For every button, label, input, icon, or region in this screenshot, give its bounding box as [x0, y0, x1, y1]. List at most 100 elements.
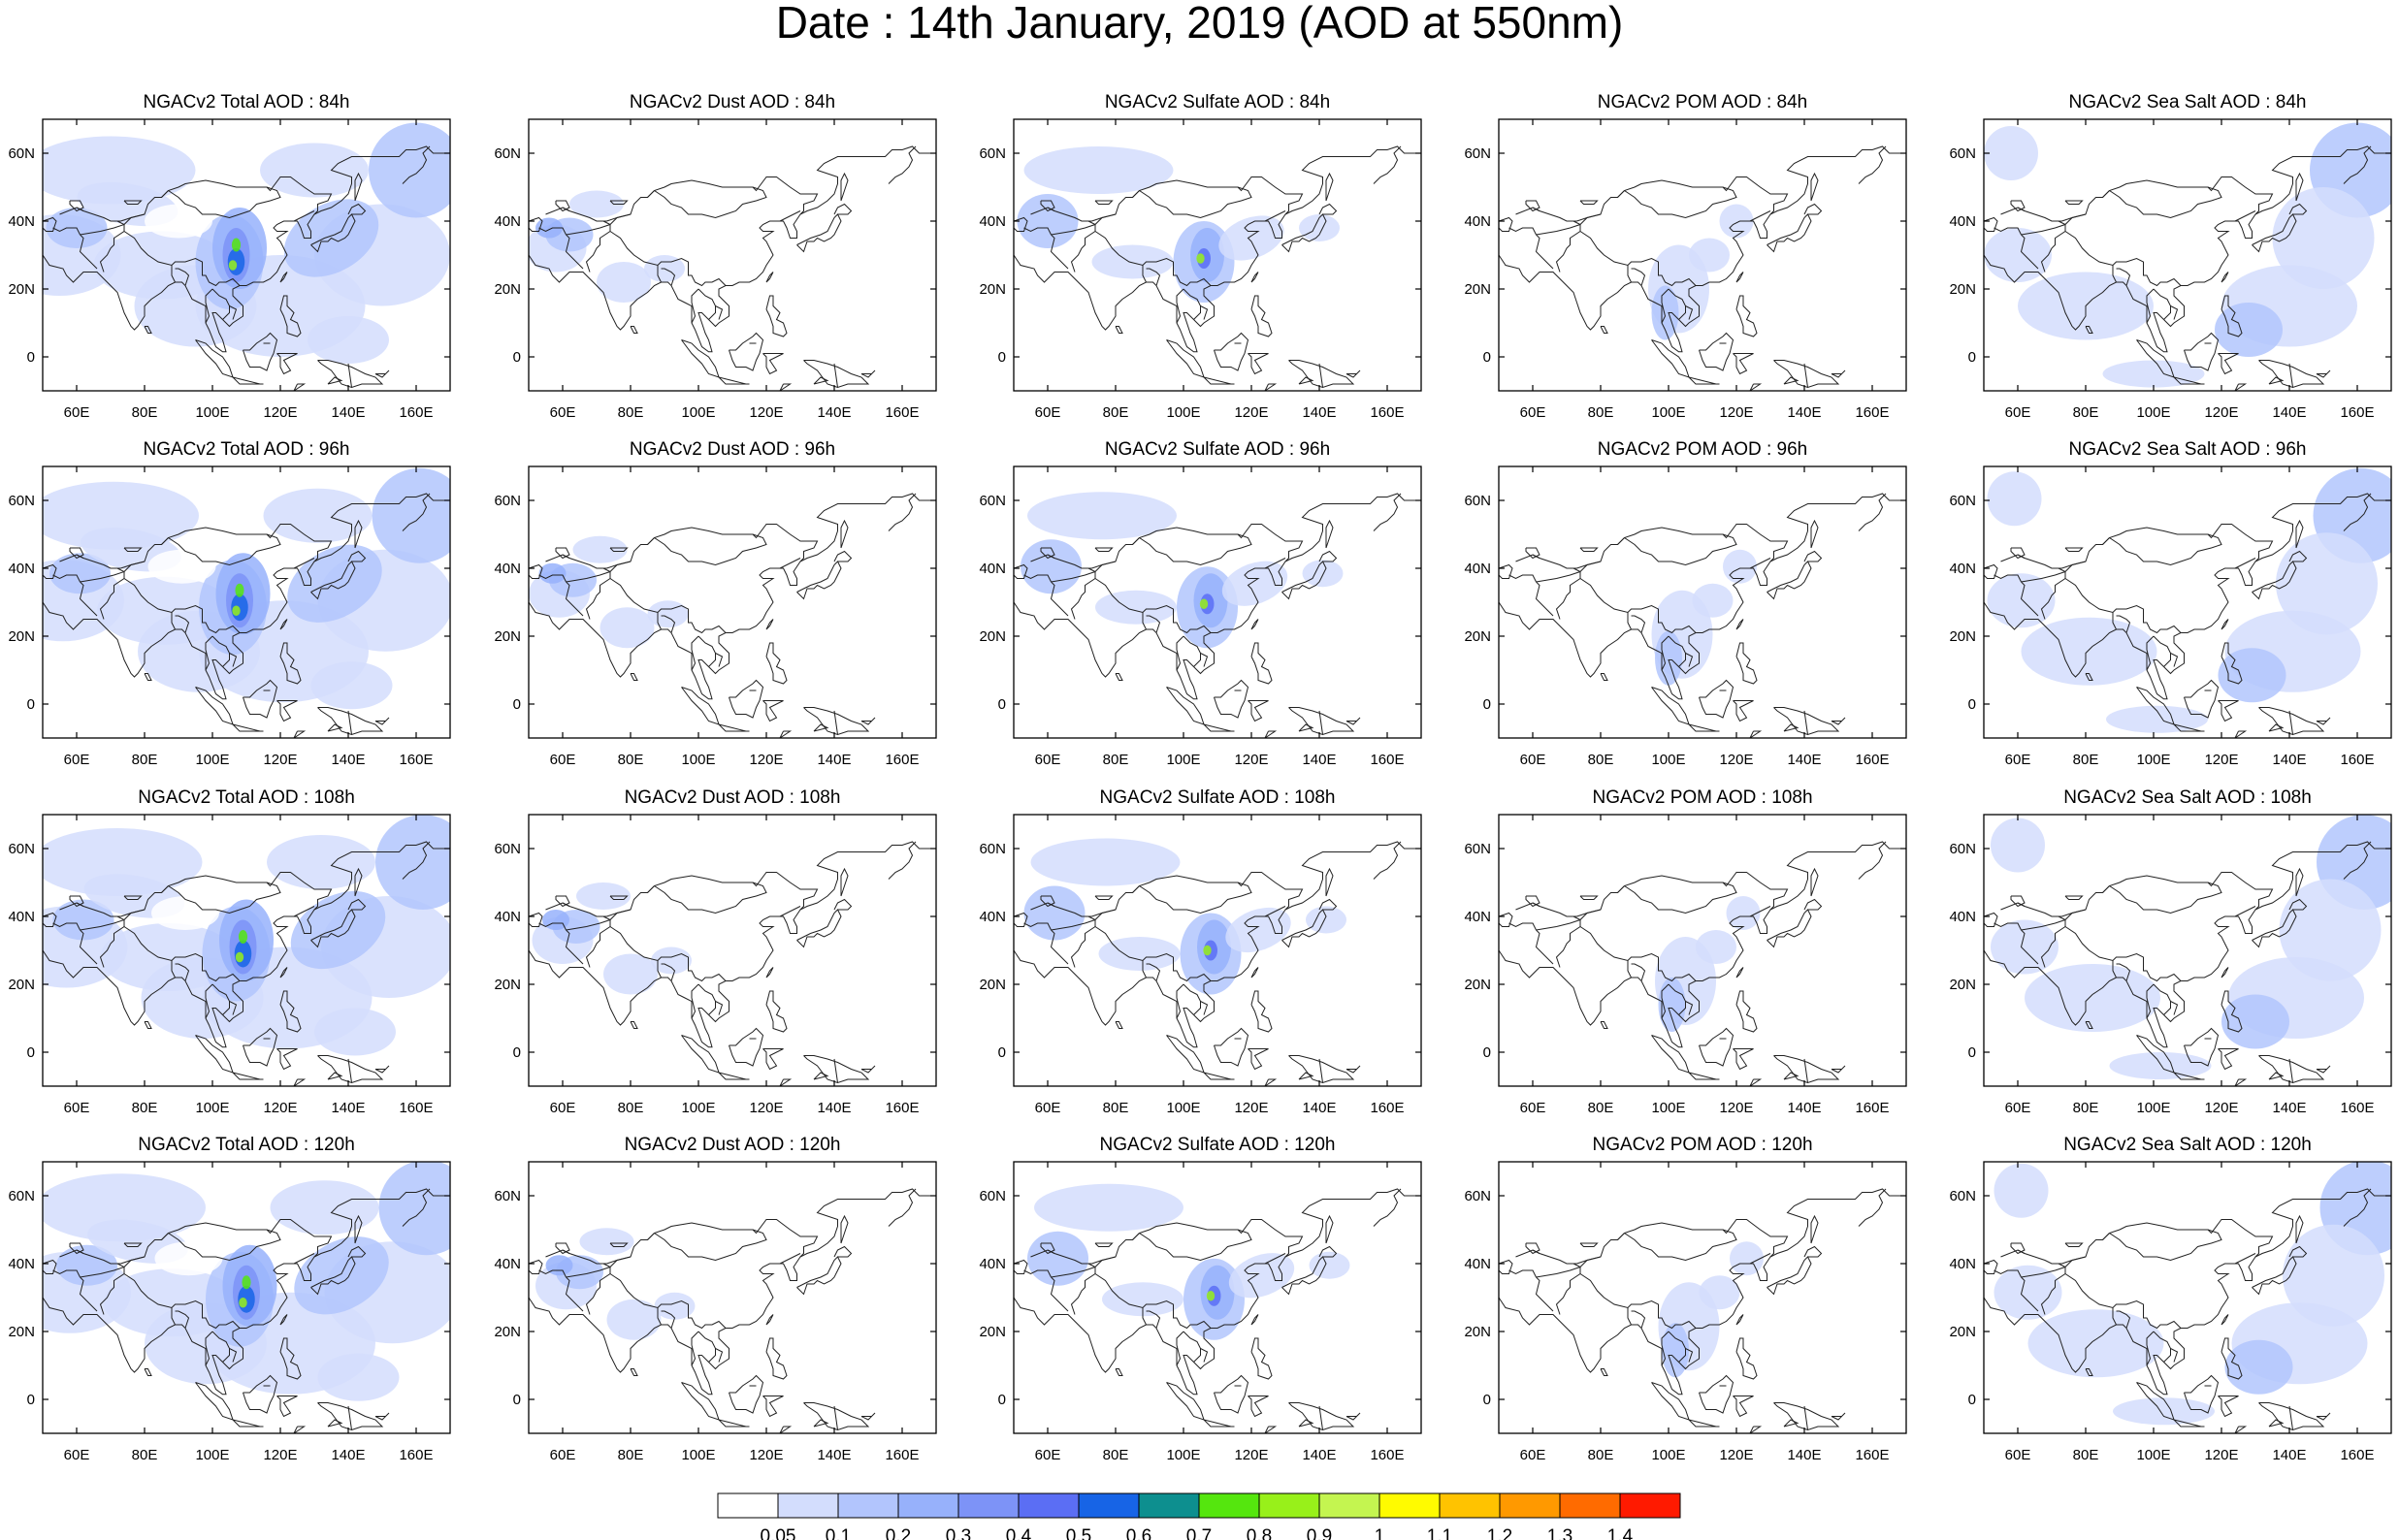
lon-tick-label: 80E — [132, 1447, 158, 1463]
coast-line — [2153, 1331, 2171, 1363]
coast-line — [211, 983, 230, 1015]
coast-line — [2295, 519, 2304, 549]
coast-line — [327, 1419, 343, 1428]
lon-tick-label: 160E — [1855, 1100, 1889, 1116]
coast-line — [1685, 305, 1694, 320]
coast-line — [2136, 687, 2175, 725]
coast-line — [1248, 1048, 1269, 1071]
coast-line — [1094, 524, 1304, 572]
lat-tick-label: 40N — [1949, 213, 1976, 230]
aod-plume — [1095, 590, 1177, 625]
aod-plume — [1692, 583, 1734, 618]
coastlines — [529, 145, 936, 391]
coast-line — [2109, 533, 2222, 566]
coast-line — [647, 537, 655, 545]
coast-line — [229, 1001, 238, 1015]
coast-line — [347, 1245, 367, 1258]
lat-tick-label: 20N — [1949, 281, 1976, 298]
coast-line — [609, 524, 819, 572]
coast-line — [1661, 635, 1670, 671]
lon-tick-label: 60E — [1035, 752, 1061, 768]
coast-line — [1183, 288, 1201, 320]
coast-line — [1050, 1276, 1069, 1312]
coast-line — [888, 841, 917, 880]
coast-line — [538, 227, 567, 236]
map-frame — [528, 118, 937, 392]
coast-line — [1627, 960, 1632, 979]
lon-tick-label: 160E — [885, 404, 919, 421]
coast-line — [195, 1382, 234, 1421]
coast-line — [1984, 493, 2391, 700]
coast-line — [796, 213, 842, 253]
coast-line — [1298, 1419, 1314, 1428]
coast-line — [43, 1259, 57, 1274]
coast-line — [293, 558, 315, 569]
coast-line — [2052, 909, 2087, 917]
lon-tick-label: 60E — [1035, 1100, 1061, 1116]
coast-line — [1082, 213, 1117, 222]
lon-tick-label: 100E — [1166, 1447, 1200, 1463]
aod-field — [43, 1162, 450, 1401]
coast-line — [205, 1331, 213, 1366]
aod-plume — [1228, 1253, 1295, 1299]
aod-field — [1994, 1162, 2391, 1426]
coast-line — [293, 210, 315, 222]
lon-tick-label: 120E — [749, 1447, 783, 1463]
lon-tick-label: 100E — [1651, 404, 1685, 421]
coast-line — [276, 1396, 298, 1418]
lon-tick-label: 100E — [1166, 1100, 1200, 1116]
coast-line — [691, 1331, 699, 1366]
coast-line — [279, 619, 288, 630]
coast-line — [681, 1382, 720, 1421]
coast-line — [2000, 554, 2026, 562]
lon-tick-label: 80E — [1103, 752, 1129, 768]
coast-line — [1146, 268, 1161, 286]
coast-line — [1984, 841, 2391, 1048]
coast-line — [630, 326, 638, 334]
coast-line — [1579, 1273, 1697, 1330]
coast-line — [1214, 679, 1249, 719]
coast-line — [2052, 213, 2087, 222]
lat-tick-label: 60N — [494, 841, 521, 857]
coast-line — [681, 339, 720, 378]
panel-title: NGACv2 Dust AOD : 96h — [630, 439, 835, 460]
map-panel-seasalt-120h: NGACv2 Sea Salt AOD : 120h 60E 80E 100E 120E… — [1949, 1135, 2392, 1463]
coast-line — [1627, 265, 1632, 283]
lon-tick-label: 120E — [1234, 1447, 1268, 1463]
aod-plume — [545, 1255, 573, 1276]
coast-line — [2064, 926, 2182, 982]
coast-line — [2064, 872, 2274, 920]
coast-line — [2170, 653, 2179, 667]
coast-line — [609, 926, 727, 982]
coast-line — [1532, 1249, 1581, 1267]
aod-plume — [2283, 1224, 2384, 1327]
coast-line — [144, 1021, 152, 1029]
panel-title: NGACv2 Sea Salt AOD : 96h — [2068, 439, 2306, 460]
coast-line — [243, 1027, 278, 1067]
coast-line — [2000, 207, 2026, 215]
aod-plume — [1991, 919, 2059, 975]
lat-tick-label: 0 — [27, 696, 35, 713]
coast-line — [1749, 558, 1771, 569]
map-panel-pom-108h: NGACv2 POM AOD : 108h 60E 80E 100E 120E 140E 1… — [1464, 787, 1907, 1116]
coast-line — [1176, 1331, 1184, 1366]
map-frame — [1013, 118, 1422, 392]
coast-line — [1699, 679, 1734, 719]
coast-line — [1115, 673, 1123, 681]
coast-line — [803, 1402, 870, 1431]
aod-plume — [2109, 1052, 2212, 1079]
lat-tick-label: 0 — [513, 696, 521, 713]
lon-tick-label: 140E — [1302, 752, 1336, 768]
coast-line — [1014, 563, 1028, 579]
coast-line — [765, 1314, 774, 1326]
lon-tick-label: 120E — [2204, 404, 2238, 421]
aod-plume — [1027, 492, 1177, 540]
coast-line — [2258, 360, 2325, 389]
coast-line — [1014, 145, 1421, 353]
aod-plume — [1984, 228, 2052, 282]
aod-plume — [2021, 617, 2157, 686]
coast-line — [1749, 906, 1771, 917]
coast-line — [1858, 841, 1887, 880]
aod-plume — [287, 544, 382, 623]
coast-line — [2343, 493, 2372, 531]
